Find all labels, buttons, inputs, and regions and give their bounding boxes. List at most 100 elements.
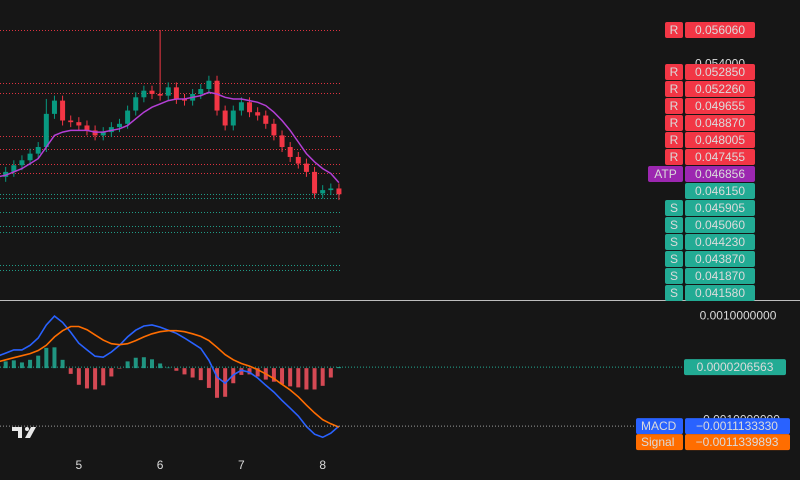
level-value-box [685, 217, 755, 233]
level-tag-box [665, 22, 683, 38]
candle-body [51, 100, 57, 114]
candle-body [35, 147, 41, 154]
histogram-bar [328, 368, 333, 378]
histogram-bar [320, 368, 325, 386]
legend-value: −0.0011339893 [696, 435, 779, 449]
candle-body [92, 130, 98, 136]
level-tag: S [670, 269, 678, 283]
histogram-bar [68, 368, 73, 374]
x-tick-label: 6 [157, 458, 164, 472]
level-tag: R [670, 99, 679, 113]
level-value-box [685, 234, 755, 250]
level-tag-box [665, 251, 683, 267]
histogram-bar [109, 368, 114, 377]
macd-line [0, 325, 340, 428]
histogram-bar [288, 368, 293, 387]
histogram-bar [44, 347, 49, 369]
level-tag: R [670, 23, 679, 37]
macd-line [0, 315, 340, 439]
candle-body [100, 132, 106, 136]
candle-body [108, 127, 114, 133]
y-tick-label: 0.0010000000 [700, 308, 777, 322]
candle-body [336, 188, 342, 195]
histogram-bar [158, 363, 163, 369]
level-value: 0.048005 [695, 133, 745, 147]
histogram-bar [304, 368, 309, 390]
candle-body [198, 89, 204, 94]
histogram-bar [52, 347, 57, 369]
level-tag-box [648, 166, 683, 182]
histogram-bar [296, 368, 301, 388]
candle-body [222, 110, 228, 126]
candle-body [271, 123, 277, 136]
candle-body [27, 153, 33, 161]
level-tag: R [670, 150, 679, 164]
level-tag-box [665, 149, 683, 165]
level-value-box [685, 81, 755, 97]
level-value-box [685, 22, 755, 38]
x-tick-label: 8 [319, 458, 326, 472]
candle-body [165, 87, 171, 96]
level-value: 0.041870 [695, 269, 745, 283]
histogram-bar [255, 368, 260, 377]
histogram-bar [141, 357, 146, 369]
level-value: 0.043870 [695, 252, 745, 266]
histogram-bar [312, 368, 317, 390]
histogram-bar [117, 368, 122, 369]
level-tag: S [670, 201, 678, 215]
candle-body [287, 147, 293, 157]
level-value-box [685, 183, 755, 199]
legend-value-box [685, 418, 790, 435]
level-tag-box [665, 132, 683, 148]
candle-body [312, 171, 318, 194]
candle-body [11, 165, 17, 172]
candle-body [157, 93, 163, 96]
histogram-bar [36, 355, 41, 369]
candle-body [279, 135, 285, 148]
candle-body [76, 122, 82, 126]
histogram-bar [19, 362, 24, 369]
candle-body [230, 110, 236, 126]
histogram-label-box [684, 359, 786, 376]
histogram-bar [271, 368, 276, 382]
level-value: 0.048870 [695, 116, 745, 130]
candle-body [84, 125, 90, 131]
level-tag-box [665, 268, 683, 284]
candle-body [214, 80, 220, 111]
level-value: 0.047455 [695, 150, 745, 164]
level-tag-box [665, 217, 683, 233]
level-value-box [685, 200, 755, 216]
level-tag-box [665, 234, 683, 250]
histogram-bar [280, 368, 285, 385]
x-tick-label: 7 [238, 458, 245, 472]
histogram-bar [125, 361, 130, 369]
legend-tag: MACD [641, 419, 677, 433]
candle-body [68, 120, 74, 123]
candle-body [19, 160, 25, 166]
candle-body [133, 97, 139, 111]
histogram-bar [215, 368, 220, 398]
level-value-box [685, 98, 755, 114]
histogram-bar [198, 368, 203, 381]
legend-tag-box [636, 418, 683, 435]
level-tag: R [670, 82, 679, 96]
level-value-box [685, 166, 755, 182]
candle-body [263, 115, 269, 124]
level-value: 0.046856 [695, 167, 745, 181]
histogram-bar [28, 359, 33, 369]
atp-line [0, 91, 340, 184]
level-tag: ATP [654, 167, 676, 181]
level-value: 0.046150 [695, 184, 745, 198]
level-value-box [685, 132, 755, 148]
level-tag-box [665, 81, 683, 97]
candle-body [125, 110, 131, 124]
candle-body [149, 90, 155, 94]
candle-body [43, 113, 49, 148]
legend-value: −0.0011133330 [696, 419, 778, 433]
level-value: 0.045905 [695, 201, 745, 215]
level-value: 0.052850 [695, 65, 745, 79]
candle-body [320, 190, 326, 194]
histogram-bar [84, 368, 89, 389]
level-value: 0.044230 [695, 235, 745, 249]
